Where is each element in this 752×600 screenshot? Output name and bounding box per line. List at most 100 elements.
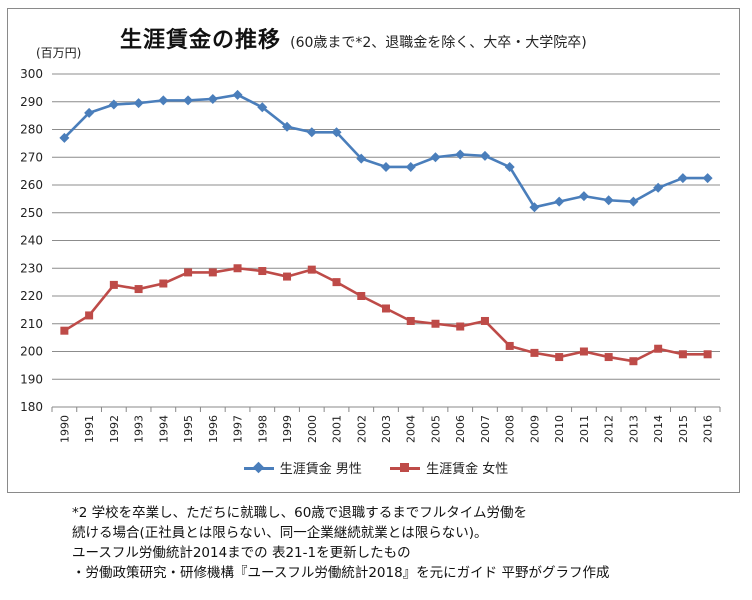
y-tick-label: 290 (20, 95, 43, 109)
footnote-line: ユースフル労働統計2014までの 表21-1を更新したもの (72, 545, 411, 561)
y-tick-label: 190 (20, 372, 43, 386)
x-tick-label: 2010 (553, 415, 566, 443)
data-point (282, 121, 293, 132)
data-point (604, 353, 613, 362)
data-point (356, 153, 367, 164)
data-point (207, 93, 218, 104)
data-point (677, 173, 688, 184)
x-tick-label: 1990 (58, 415, 71, 443)
data-point (306, 127, 317, 138)
y-tick-label: 210 (20, 317, 43, 331)
x-tick-label: 1998 (256, 415, 269, 443)
legend-swatch-male (243, 461, 274, 474)
chart-title: 生涯賃金の推移 (120, 28, 282, 53)
x-tick-label: 2011 (578, 415, 591, 443)
data-point (405, 161, 416, 172)
data-point (455, 149, 466, 160)
x-tick-label: 2006 (454, 415, 467, 443)
data-point (702, 173, 713, 184)
data-point (134, 285, 143, 294)
data-point (431, 319, 440, 328)
data-point (208, 268, 217, 277)
x-tick-label: 1991 (83, 415, 96, 443)
footnote-line: ・労働政策研究・研修機構『ユースフル労働統計2018』を元にガイド 平野がグラフ… (72, 565, 610, 581)
x-tick-label: 2013 (627, 415, 640, 443)
y-tick-label: 220 (20, 289, 43, 303)
x-tick-label: 2007 (479, 415, 492, 443)
data-point (184, 268, 193, 277)
x-tick-label: 1994 (157, 415, 170, 443)
legend-swatch-female (390, 462, 421, 474)
data-point (84, 107, 95, 118)
data-point (233, 264, 242, 273)
data-point (654, 344, 663, 353)
data-point (578, 191, 589, 202)
data-point (108, 99, 119, 110)
data-point (258, 267, 267, 276)
footnote-line: *2 学校を卒業し、ただちに就職し、60歳で退職するまでフルタイム労働を (72, 505, 528, 521)
data-point (504, 161, 515, 172)
x-tick-label: 2008 (504, 415, 517, 443)
data-point (479, 150, 490, 161)
series-line-male (63, 93, 708, 209)
data-point (283, 272, 292, 281)
data-point (703, 350, 712, 359)
chart-frame (7, 8, 740, 493)
data-point (357, 292, 366, 300)
x-tick-label: 2012 (603, 415, 616, 443)
y-tick-label: 230 (20, 261, 43, 275)
x-tick-label: 2001 (331, 415, 344, 443)
data-point (59, 132, 70, 143)
chart-header: 生涯賃金の推移 (60歳まで*2、退職金を除く、大卒・大学院卒) (120, 22, 587, 54)
x-tick-label: 2003 (380, 415, 393, 443)
y-tick-label: 200 (20, 345, 43, 359)
chart-legend: 生涯賃金 男性 生涯賃金 女性 (0, 458, 752, 478)
data-point (159, 279, 168, 288)
data-point (331, 127, 342, 138)
legend-label-female: 生涯賃金 女性 (426, 462, 509, 477)
data-point (554, 196, 565, 207)
x-tick-label: 2015 (677, 415, 690, 443)
data-point (232, 89, 243, 100)
data-point (382, 304, 390, 313)
footnote-line: 続ける場合(正社員とは限らない、同一企業継続就業とは限らない)。 (72, 525, 488, 541)
data-point (530, 348, 539, 357)
y-tick-label: 250 (20, 206, 43, 220)
x-tick-label: 2009 (528, 415, 541, 443)
x-tick-label: 1997 (232, 415, 245, 443)
data-point (480, 316, 489, 325)
y-tick-label: 260 (20, 178, 43, 192)
data-point (653, 182, 664, 193)
y-tick-label: 270 (20, 150, 43, 164)
data-point (529, 202, 540, 213)
data-point (603, 195, 614, 206)
x-tick-label: 2002 (355, 415, 368, 443)
x-tick-label: 1992 (108, 415, 121, 443)
data-point (628, 196, 639, 207)
data-point (158, 95, 169, 106)
data-point (555, 353, 564, 362)
data-point (456, 322, 465, 331)
chart-subtitle: (60歳まで*2、退職金を除く、大卒・大学院卒) (290, 35, 587, 51)
legend-item-female: 生涯賃金 女性 (390, 458, 508, 477)
x-tick-label: 2005 (429, 415, 442, 443)
legend-label-male: 生涯賃金 男性 (279, 462, 362, 477)
y-tick-label: 240 (20, 234, 43, 248)
data-point (579, 347, 588, 356)
data-point (332, 278, 341, 287)
data-point (60, 326, 69, 335)
x-tick-label: 1999 (281, 415, 294, 443)
y-tick-label: 280 (20, 123, 43, 137)
y-tick-label: 300 (20, 67, 43, 81)
data-point (109, 280, 118, 289)
x-tick-label: 1996 (207, 415, 220, 443)
data-point (505, 341, 514, 350)
footnotes: *2 学校を卒業し、ただちに就職し、60歳で退職するまでフルタイム労働を 続ける… (72, 503, 609, 583)
y-axis-unit-label: (百万円) (36, 46, 82, 60)
y-tick-label: 180 (20, 400, 43, 414)
data-point (381, 161, 391, 172)
x-tick-label: 2014 (652, 415, 665, 443)
data-point (629, 357, 638, 366)
x-tick-label: 2000 (306, 415, 319, 443)
legend-item-male: 生涯賃金 男性 (243, 458, 362, 477)
